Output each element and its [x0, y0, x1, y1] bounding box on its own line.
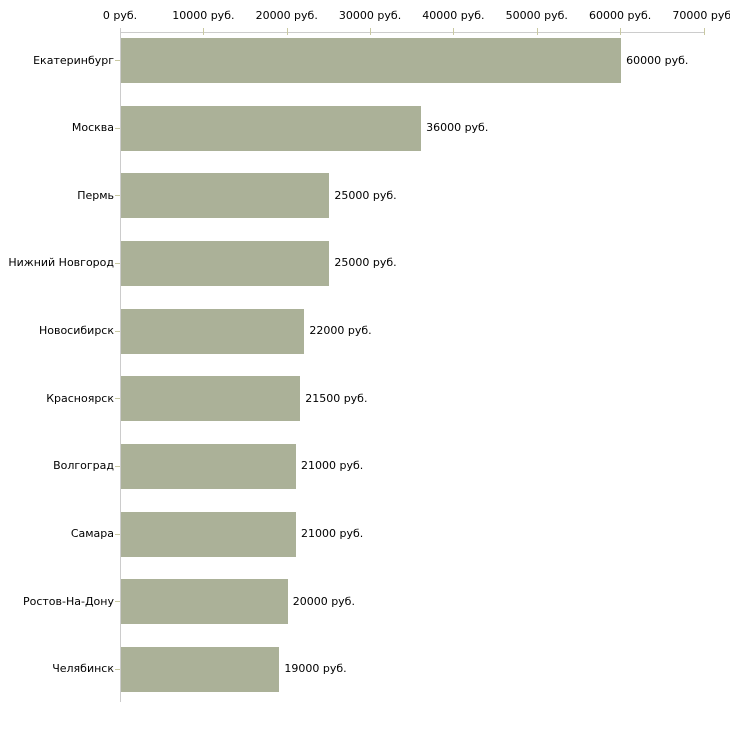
value-label: 60000 руб.: [626, 53, 689, 67]
x-axis-tick-label: 10000 руб.: [172, 9, 235, 22]
value-label: 25000 руб.: [334, 188, 397, 202]
bar: [121, 105, 422, 151]
category-tick: [115, 466, 120, 467]
x-axis-tick: [286, 28, 288, 35]
bar: [121, 308, 305, 354]
bar: [121, 173, 330, 219]
value-label: 21500 руб.: [305, 391, 368, 405]
category-label: Ростов-На-Дону: [22, 594, 114, 608]
x-axis-tick: [536, 28, 538, 35]
x-axis-tick-label: 60000 руб.: [589, 9, 652, 22]
category-label: Новосибирск: [38, 324, 114, 338]
category-tick: [115, 60, 120, 61]
category-label: Москва: [71, 121, 114, 135]
value-label: 19000 руб.: [284, 662, 347, 676]
x-axis-tick-label: 50000 руб.: [505, 9, 568, 22]
value-label: 22000 руб.: [309, 324, 372, 338]
x-axis-line: [120, 32, 704, 33]
x-axis-tick-label: 20000 руб.: [255, 9, 318, 22]
category-label: Екатеринбург: [33, 53, 114, 67]
value-label: 25000 руб.: [334, 256, 397, 270]
category-tick: [115, 331, 120, 332]
x-axis-tick-label: 70000 руб.: [672, 9, 730, 22]
category-label: Нижний Новгород: [8, 256, 114, 270]
bar: [121, 646, 280, 692]
bar: [121, 376, 301, 422]
value-label: 21000 руб.: [301, 527, 364, 541]
category-label: Красноярск: [46, 391, 114, 405]
x-axis-tick: [703, 28, 705, 35]
bar: [121, 443, 297, 489]
value-label: 20000 руб.: [292, 594, 355, 608]
bar: [121, 511, 297, 557]
category-label: Челябинск: [52, 662, 114, 676]
x-axis-tick: [370, 28, 372, 35]
category-tick: [115, 263, 120, 264]
y-axis-line: [120, 28, 121, 702]
bar: [121, 579, 288, 625]
bar: [121, 38, 622, 83]
category-label: Волгоград: [53, 459, 114, 473]
category-tick: [115, 195, 120, 196]
category-tick: [115, 128, 120, 129]
bar: [121, 240, 330, 286]
category-tick: [115, 601, 120, 602]
x-axis-tick-label: 40000 руб.: [422, 9, 485, 22]
x-axis-tick-label: 0 руб.: [102, 9, 138, 22]
x-axis-tick-label: 30000 руб.: [338, 9, 402, 22]
category-tick: [115, 534, 120, 535]
category-tick: [115, 398, 120, 399]
category-tick: [115, 669, 120, 670]
category-label: Самара: [70, 527, 114, 541]
category-label: Пермь: [77, 188, 114, 202]
x-axis-tick: [453, 28, 455, 35]
x-axis-tick: [203, 28, 205, 35]
value-label: 21000 руб.: [301, 459, 364, 473]
value-label: 36000 руб.: [426, 121, 489, 135]
x-axis-tick: [620, 28, 622, 35]
